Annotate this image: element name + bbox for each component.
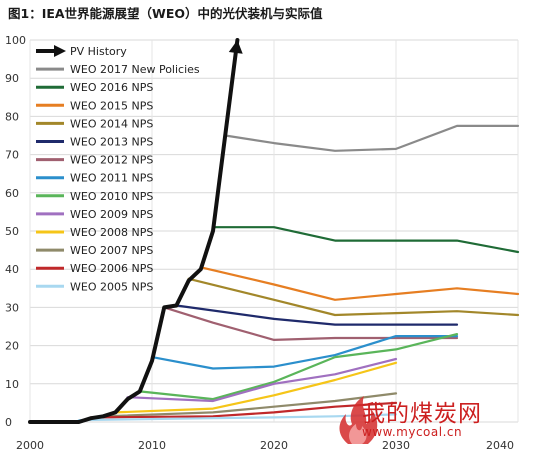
chart-title: 图1：IEA世界能源展望（WEO）中的光伏装机与实际值 [8, 6, 323, 21]
series-line-weo-2012-nps [163, 306, 459, 341]
series-line-weo-2017-new-policies [224, 124, 520, 152]
legend-label-weo-2009-nps: WEO 2009 NPS [70, 208, 153, 221]
legend-label-weo-2017-new-policies: WEO 2017 New Policies [70, 63, 200, 76]
series-arrowhead-pv-history [228, 40, 243, 54]
legend-label-weo-2011-nps: WEO 2011 NPS [70, 172, 153, 185]
watermark-logo-flame [339, 396, 378, 444]
y-tick-70: 70 [5, 149, 19, 162]
x-tick-2030: 2030 [382, 439, 410, 452]
legend-label-weo-2016-nps: WEO 2016 NPS [70, 81, 153, 94]
x-tick-2000: 2000 [16, 439, 44, 452]
x-tick-2020: 2020 [260, 439, 288, 452]
series-line-pv-history [28, 38, 240, 424]
watermark-url: www.mycoal.cn [362, 425, 463, 439]
y-tick-100: 100 [5, 34, 26, 47]
legend-label-pv-history: PV History [70, 45, 127, 58]
series-line-weo-2010-nps [138, 333, 459, 401]
series-line-weo-2013-nps [175, 304, 459, 326]
y-tick-20: 20 [5, 340, 19, 353]
series-line-weo-2007-nps [102, 392, 398, 418]
series-line-weo-2011-nps [150, 335, 459, 370]
legend-label-weo-2007-nps: WEO 2007 NPS [70, 244, 153, 257]
series-line-weo-2009-nps [126, 357, 398, 403]
x-tick-2040: 2040 [486, 439, 514, 452]
series-line-weo-2014-nps [187, 277, 520, 317]
legend-label-weo-2013-nps: WEO 2013 NPS [70, 136, 153, 149]
legend-arrow-pv-history [54, 45, 66, 57]
legend-label-weo-2008-nps: WEO 2008 NPS [70, 226, 153, 239]
series-line-weo-2008-nps [114, 361, 398, 414]
y-tick-10: 10 [5, 378, 19, 391]
y-tick-90: 90 [5, 72, 19, 85]
series-line-weo-2015-nps [199, 266, 520, 301]
series-line-weo-2016-nps [211, 226, 520, 254]
y-axis-tick-labels: 0 10 20 30 40 50 60 70 80 90 100 [5, 34, 26, 429]
legend: PV History WEO 2017 New Policies WEO 2016 … [36, 45, 200, 293]
legend-label-weo-2006-nps: WEO 2006 NPS [70, 262, 153, 275]
legend-label-weo-2014-nps: WEO 2014 NPS [70, 117, 153, 130]
legend-label-weo-2015-nps: WEO 2015 NPS [70, 99, 153, 112]
y-tick-50: 50 [5, 225, 19, 238]
y-tick-60: 60 [5, 187, 19, 200]
legend-label-weo-2012-nps: WEO 2012 NPS [70, 154, 153, 167]
y-tick-0: 0 [5, 416, 12, 429]
y-tick-80: 80 [5, 110, 19, 123]
y-tick-30: 30 [5, 301, 19, 314]
grid-lines [29, 39, 519, 423]
legend-label-weo-2010-nps: WEO 2010 NPS [70, 190, 153, 203]
legend-label-weo-2005-nps: WEO 2005 NPS [70, 280, 153, 293]
watermark-text: 我的煤炭网 [362, 401, 482, 427]
y-tick-40: 40 [5, 263, 19, 276]
x-tick-2010: 2010 [138, 439, 166, 452]
x-axis-tick-labels: 2000 2010 2020 2030 2040 [16, 439, 514, 452]
